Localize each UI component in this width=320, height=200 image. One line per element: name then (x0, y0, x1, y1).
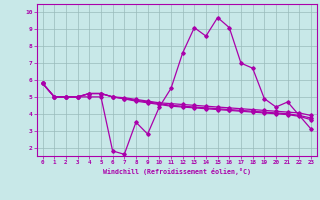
X-axis label: Windchill (Refroidissement éolien,°C): Windchill (Refroidissement éolien,°C) (103, 168, 251, 175)
